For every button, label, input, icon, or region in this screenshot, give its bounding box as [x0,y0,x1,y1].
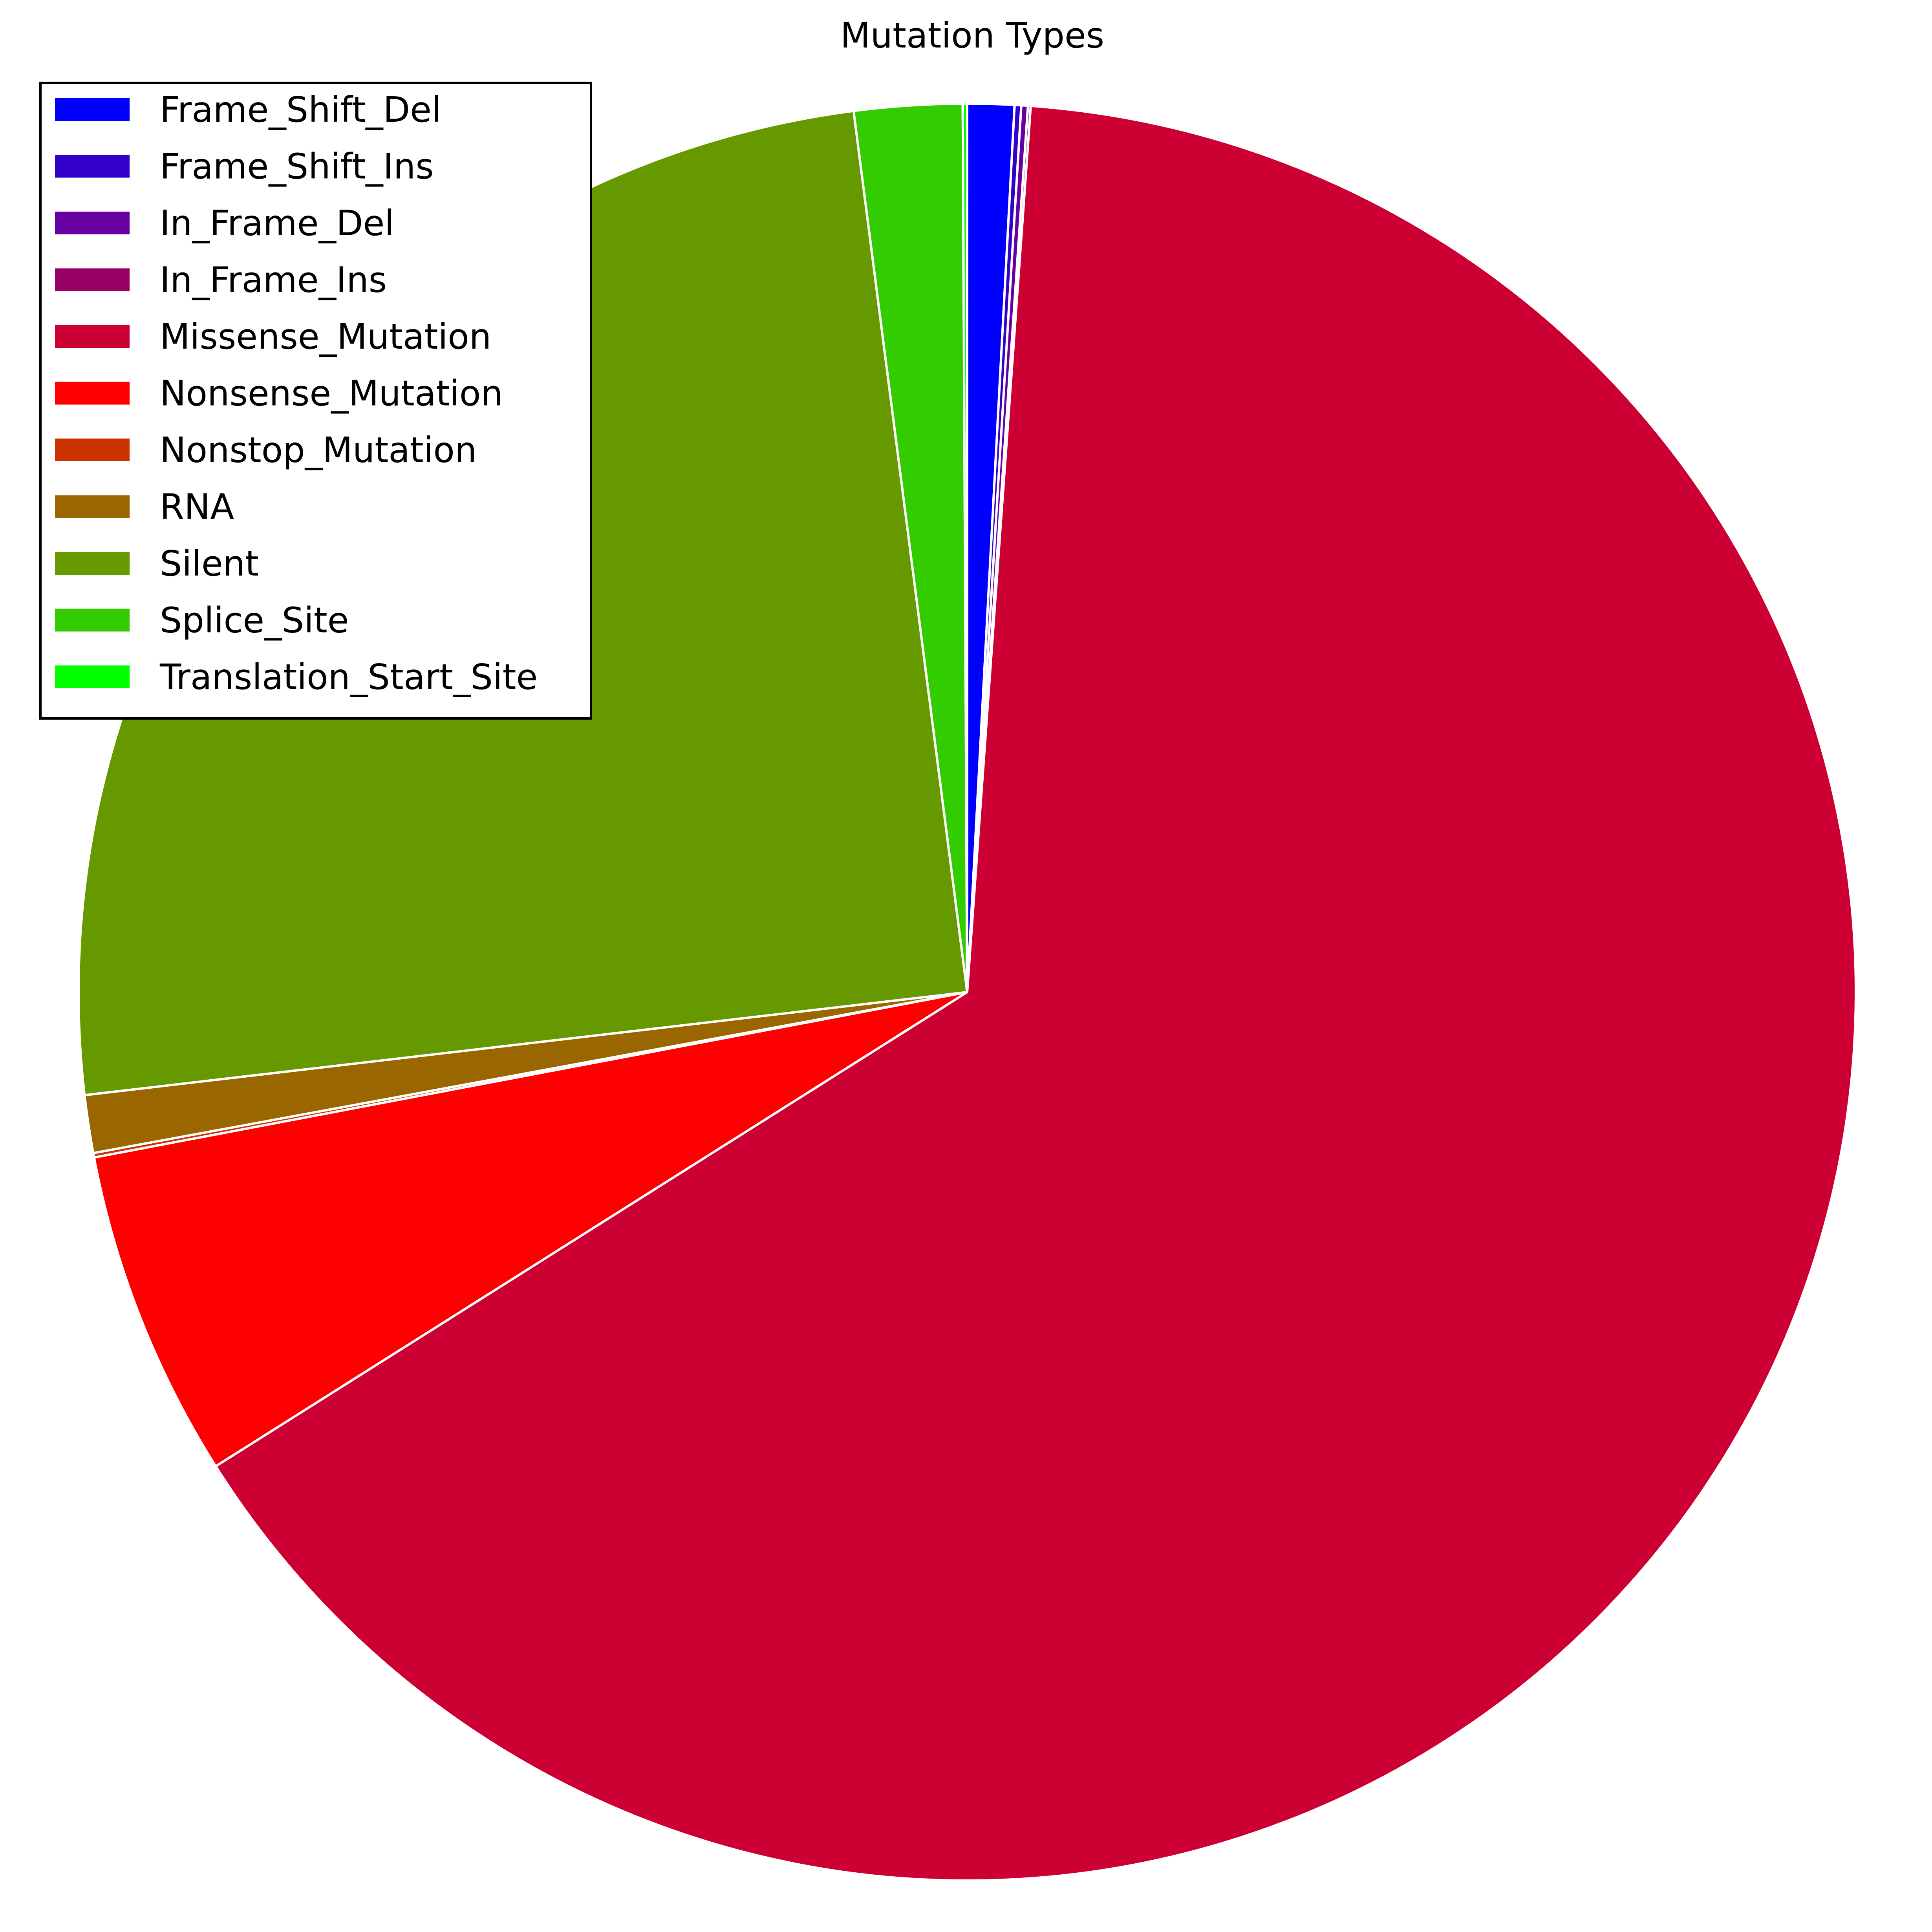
legend-label-in-frame-del: In_Frame_Del [160,203,394,243]
legend-label-rna: RNA [160,486,234,527]
legend-entries: Frame_Shift_Del Frame_Shift_Ins In_Frame_D… [55,89,538,697]
pie-slice-translation-start-site [961,102,968,993]
legend-frame [39,82,592,720]
legend-swatch-nonsense-mutation [55,382,130,405]
legend-swatch-in-frame-ins [55,268,130,291]
pie-slices [77,102,1857,1882]
legend-label-frame-shift-del: Frame_Shift_Del [160,89,441,130]
legend-swatch-in-frame-del [55,212,130,234]
legend-label-frame-shift-ins: Frame_Shift_Ins [160,146,434,187]
legend-label-nonstop-mutation: Nonstop_Mutation [160,430,477,470]
pie-slice-nonsense-mutation [93,991,968,1468]
legend-label-in-frame-ins: In_Frame_Ins [160,260,387,300]
legend-swatch-frame-shift-del [55,98,130,121]
legend-label-translation-start-site: Translation_Start_Site [159,656,538,697]
pie-slice-missense-mutation [214,104,1857,1882]
chart-title: Mutation Types [840,15,1104,56]
legend-swatch-frame-shift-ins [55,155,130,178]
legend-swatch-translation-start-site [55,665,130,688]
legend: Frame_Shift_Del Frame_Shift_Ins In_Frame_D… [39,82,592,720]
legend-label-silent: Silent [160,543,259,584]
legend-swatch-missense-mutation [55,325,130,348]
legend-swatch-splice-site [55,609,130,632]
legend-swatch-silent [55,552,130,575]
legend-swatch-nonstop-mutation [55,439,130,461]
legend-label-nonsense-mutation: Nonsense_Mutation [160,373,503,414]
legend-label-splice-site: Splice_Site [160,600,349,641]
legend-swatch-rna [55,495,130,518]
legend-label-missense-mutation: Missense_Mutation [160,316,491,357]
